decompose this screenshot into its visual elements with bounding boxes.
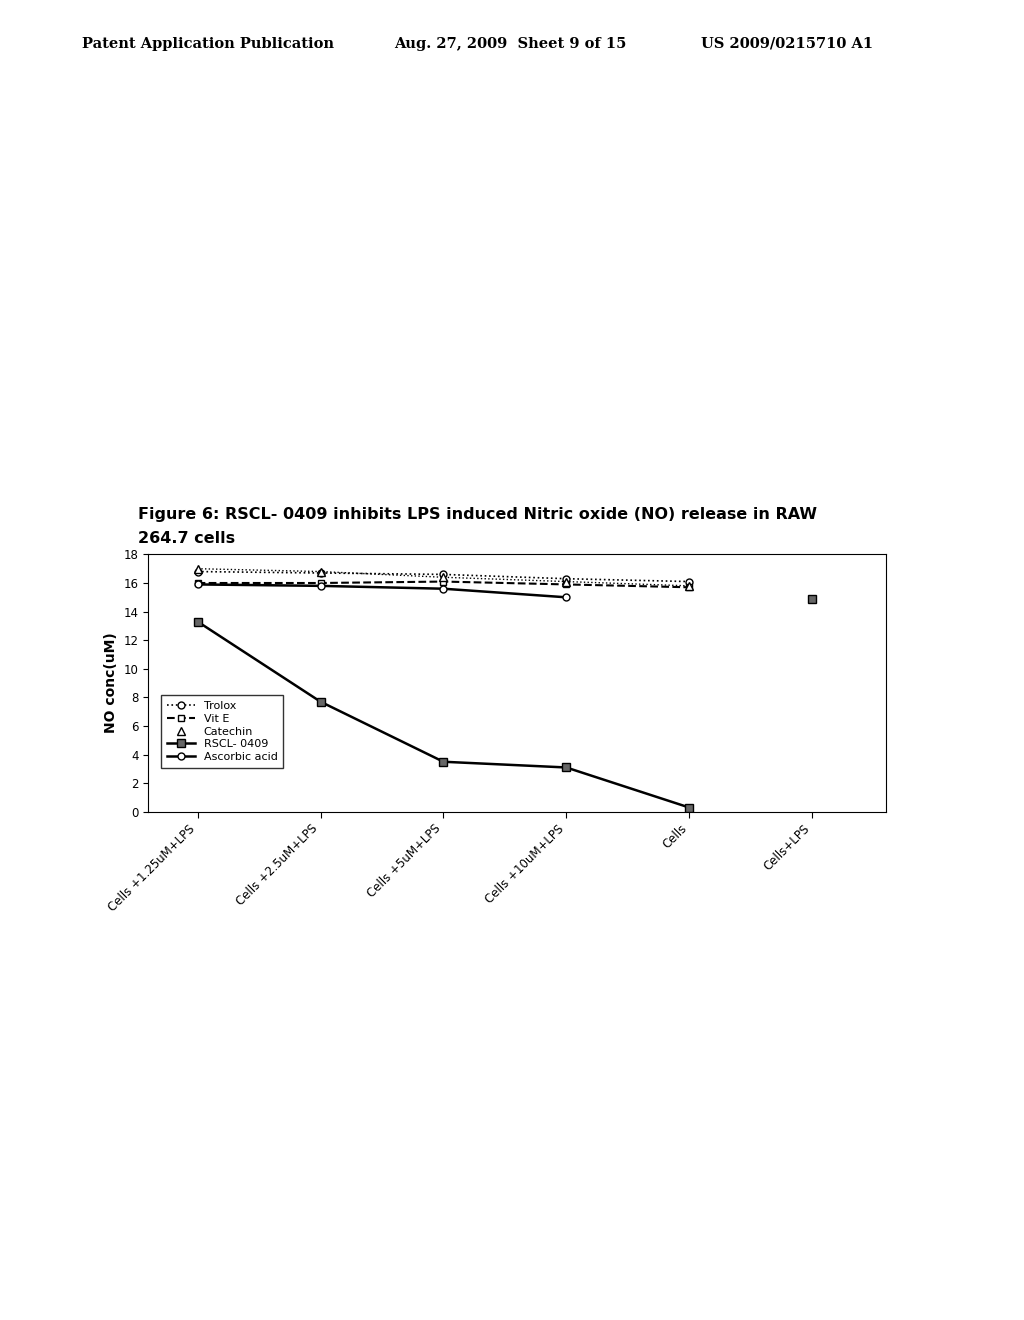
RSCL- 0409 [191,614,204,630]
RSCL- 0409 [683,800,695,816]
Text: Patent Application Publication: Patent Application Publication [82,37,334,51]
Catechin [191,561,204,577]
Vit E [683,579,695,595]
Text: Aug. 27, 2009  Sheet 9 of 15: Aug. 27, 2009 Sheet 9 of 15 [394,37,627,51]
Catechin [683,578,695,594]
Ascorbic acid [314,578,327,594]
Vit E [191,576,204,591]
Y-axis label: NO conc(uM): NO conc(uM) [104,632,118,734]
Trolox [437,566,450,582]
Line: RSCL- 0409: RSCL- 0409 [194,618,693,812]
Catechin [437,569,450,585]
Legend: Trolox, Vit E, Catechin, RSCL- 0409, Ascorbic acid: Trolox, Vit E, Catechin, RSCL- 0409, Asc… [162,696,283,768]
Vit E [314,576,327,591]
Trolox [683,574,695,590]
Ascorbic acid [437,581,450,597]
Text: 264.7 cells: 264.7 cells [138,531,236,545]
Text: US 2009/0215710 A1: US 2009/0215710 A1 [701,37,873,51]
Line: Trolox: Trolox [195,568,692,585]
Vit E [437,574,450,590]
Line: Vit E: Vit E [195,578,692,591]
RSCL- 0409 [437,754,450,770]
Trolox [314,565,327,581]
RSCL- 0409 [560,759,572,775]
Vit E [560,577,572,593]
RSCL- 0409 [314,694,327,710]
Ascorbic acid [191,577,204,593]
Trolox [560,570,572,586]
Text: Figure 6: RSCL- 0409 inhibits LPS induced Nitric oxide (NO) release in RAW: Figure 6: RSCL- 0409 inhibits LPS induce… [138,507,817,521]
Line: Catechin: Catechin [194,565,693,590]
Trolox [191,564,204,579]
Catechin [560,574,572,590]
Catechin [314,564,327,579]
Ascorbic acid [560,589,572,605]
Line: Ascorbic acid: Ascorbic acid [195,581,569,601]
